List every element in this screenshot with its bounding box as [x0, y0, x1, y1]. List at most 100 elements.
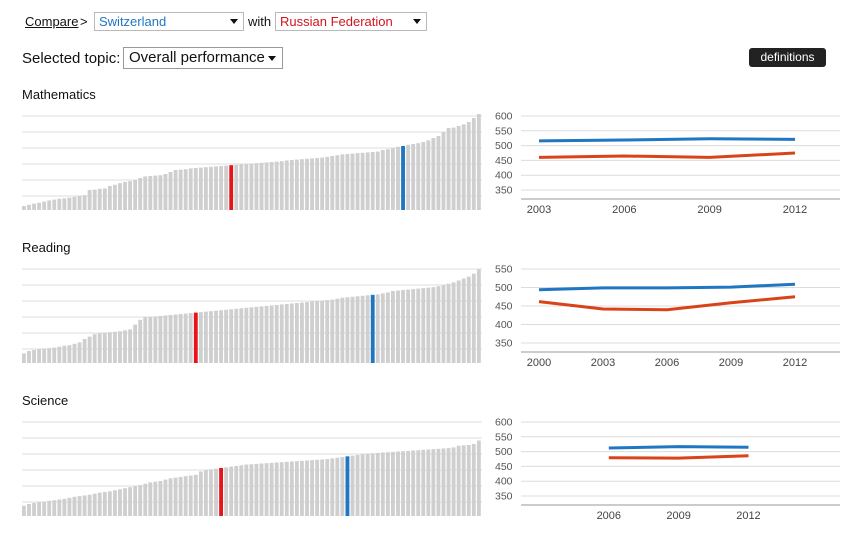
ranking-bar — [32, 350, 36, 363]
ranking-bar — [441, 285, 446, 363]
ranking-bar — [22, 353, 26, 363]
ranking-bar — [421, 449, 426, 516]
ranking-bar — [411, 144, 416, 210]
ranking-bar — [466, 122, 471, 210]
ranking-bar — [203, 167, 208, 210]
ranking-bar — [320, 157, 325, 210]
y-tick-label: 350 — [495, 338, 513, 350]
ranking-bar — [32, 502, 36, 516]
ranking-bar — [431, 138, 436, 210]
ranking-bar — [355, 153, 360, 210]
ranking-bar — [340, 154, 345, 210]
section-title-science: Science — [22, 393, 69, 408]
ranking-bar — [466, 276, 471, 363]
ranking-bar — [118, 183, 122, 210]
ranking-bar — [224, 309, 229, 363]
ranking-bar — [87, 494, 92, 516]
ranking-bar — [300, 159, 304, 210]
ranking-bar — [244, 464, 249, 516]
series-line-country-b — [538, 295, 796, 312]
ranking-bar — [133, 324, 138, 363]
ranking-bar — [249, 464, 254, 516]
ranking-bar-country-b — [229, 165, 234, 210]
x-tick-label: 2012 — [783, 357, 807, 369]
ranking-bar — [178, 476, 183, 516]
section-title-reading: Reading — [22, 240, 71, 255]
country-a-select[interactable]: Switzerland — [94, 12, 244, 31]
definitions-button[interactable]: definitions — [749, 48, 826, 67]
x-tick-label: 2006 — [612, 204, 636, 216]
ranking-bar — [380, 452, 385, 516]
ranking-bar — [77, 496, 82, 516]
ranking-bar — [27, 204, 31, 210]
ranking-bar — [310, 158, 314, 210]
compare-link[interactable]: Compare — [25, 14, 79, 29]
ranking-bar — [92, 189, 97, 210]
ranking-bar — [396, 451, 400, 516]
ranking-bar — [274, 161, 279, 210]
ranking-bar — [112, 331, 117, 363]
ranking-bar — [178, 169, 183, 210]
ranking-bar — [264, 162, 269, 210]
ranking-bar — [476, 114, 481, 210]
ranking-chart-mathematics — [22, 114, 482, 210]
ranking-bar — [37, 502, 42, 516]
ranking-bar — [416, 143, 421, 210]
ranking-bar — [72, 196, 77, 210]
ranking-bar — [163, 315, 168, 363]
ranking-bar — [264, 305, 269, 363]
ranking-bar — [67, 345, 72, 363]
ranking-bar — [62, 345, 67, 363]
ranking-bar — [421, 288, 426, 363]
ranking-bar — [330, 156, 335, 210]
ranking-bar — [42, 201, 47, 210]
ranking-bar — [274, 462, 279, 516]
ranking-bar — [203, 470, 208, 516]
ranking-bar — [183, 313, 188, 363]
ranking-bar — [451, 127, 456, 210]
ranking-bar — [310, 301, 314, 363]
ranking-bar — [82, 495, 87, 516]
ranking-bar — [133, 180, 138, 210]
country-b-value: Russian Federation — [280, 14, 393, 29]
ranking-bar — [284, 303, 289, 363]
y-tick-label: 350 — [495, 185, 513, 197]
ranking-bar — [436, 136, 441, 210]
ranking-bar — [163, 174, 168, 210]
x-tick-label: 2000 — [527, 357, 551, 369]
topic-select[interactable]: Overall performance — [123, 47, 283, 69]
ranking-bar — [244, 307, 249, 363]
ranking-bar — [385, 149, 390, 210]
ranking-bar — [123, 330, 127, 363]
ranking-bar — [431, 449, 436, 516]
ranking-bar — [466, 445, 471, 516]
ranking-bar — [87, 190, 92, 210]
ranking-chart-science — [22, 421, 482, 516]
ranking-bar — [229, 466, 234, 516]
country-b-select[interactable]: Russian Federation — [275, 12, 427, 31]
ranking-bar — [229, 309, 234, 363]
ranking-bar — [441, 448, 446, 516]
ranking-bar — [57, 499, 62, 516]
ranking-bar — [426, 140, 431, 210]
ranking-bar — [77, 196, 82, 210]
ranking-bar — [451, 282, 456, 363]
ranking-bar — [325, 156, 330, 210]
section-title-mathematics: Mathematics — [22, 87, 96, 102]
ranking-chart-reading — [22, 268, 482, 363]
ranking-bar — [305, 158, 309, 210]
ranking-bar — [163, 479, 168, 516]
ranking-bar — [168, 478, 173, 516]
ranking-bar — [42, 348, 47, 363]
x-tick-label: 2006 — [597, 510, 621, 522]
ranking-bar — [360, 295, 365, 363]
y-tick-label: 500 — [495, 446, 513, 458]
ranking-bar — [305, 302, 309, 363]
ranking-bar — [77, 342, 82, 363]
series-line-country-a — [608, 445, 749, 450]
ranking-bar — [259, 306, 264, 363]
ranking-bar — [118, 489, 122, 516]
ranking-bar — [310, 460, 314, 516]
ranking-bar — [143, 317, 148, 363]
ranking-bar — [47, 200, 52, 210]
